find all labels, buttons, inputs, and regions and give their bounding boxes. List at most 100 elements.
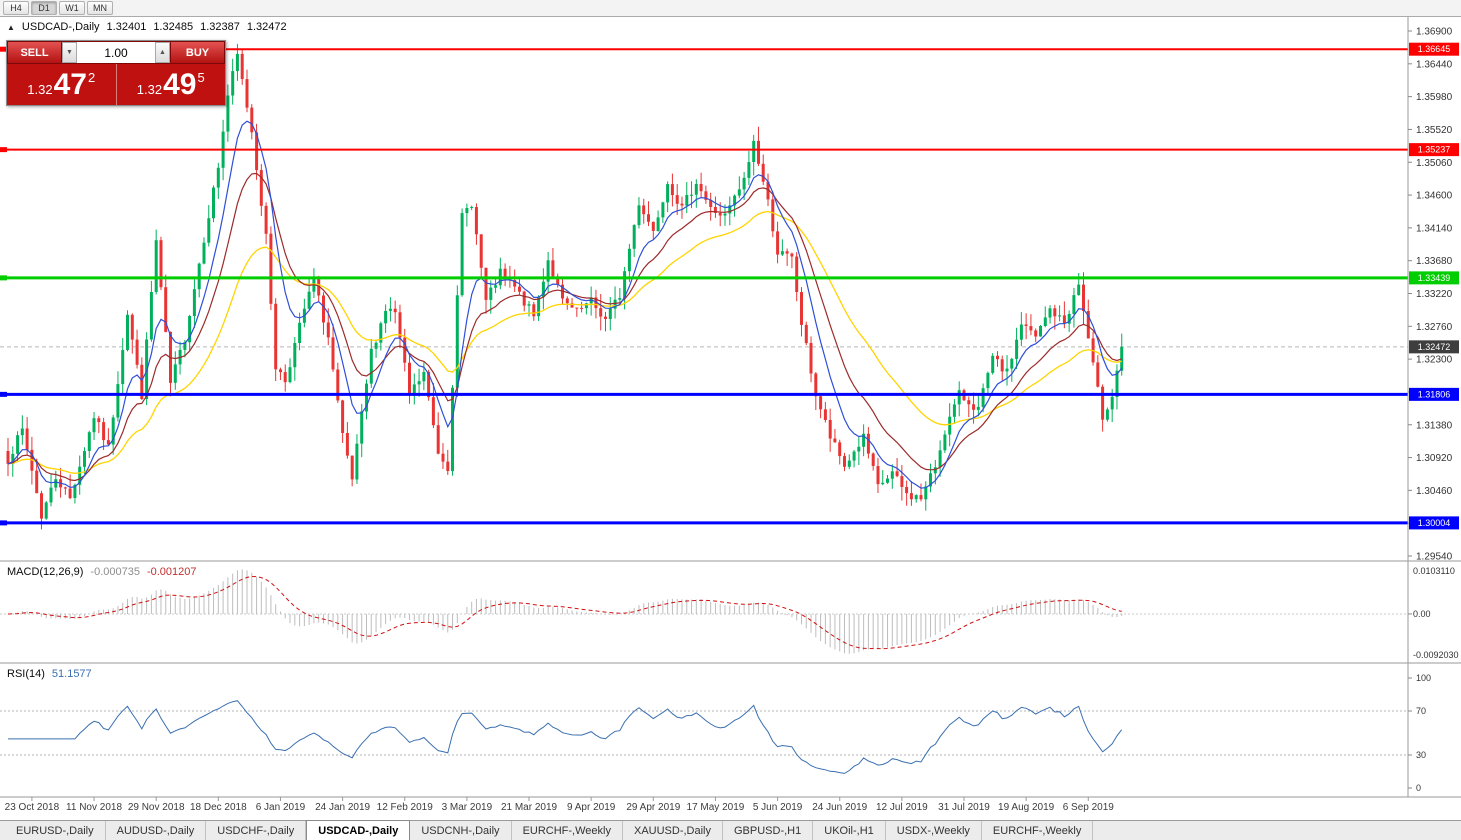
price-tick-label: 1.35980	[1416, 92, 1453, 103]
price-axis-box-label: 1.35237	[1418, 145, 1451, 155]
rsi-label: RSI(14) 51.1577	[7, 668, 92, 680]
sell-price-prefix: 1.32	[27, 81, 53, 97]
ma-mid-line	[7, 172, 1122, 482]
price-tick-label: 1.31380	[1416, 420, 1453, 431]
date-label: 19 Aug 2019	[998, 802, 1055, 813]
price-level-left-tag	[0, 46, 7, 52]
macd-main-value: -0.000735	[90, 566, 140, 578]
price-level-left-tag	[0, 391, 7, 397]
date-label: 9 Apr 2019	[567, 802, 616, 813]
macd-axis-zero-label: 0.00	[1413, 609, 1431, 619]
chart-tab[interactable]: GBPUSD-,H1	[723, 821, 814, 840]
date-label: 29 Nov 2018	[128, 802, 185, 813]
rsi-axis-label: 100	[1416, 673, 1431, 683]
price-tick-label: 1.30920	[1416, 453, 1453, 464]
timeframe-button-w1[interactable]: W1	[59, 1, 85, 15]
chart-tab[interactable]: EURUSD-,Daily	[5, 821, 106, 840]
price-axis-box	[1409, 271, 1459, 285]
sell-button[interactable]: SELL	[7, 41, 62, 64]
timeframe-button-h4[interactable]: H4	[3, 1, 29, 15]
trade-panel-controls: SELL ▼ ▲ BUY	[7, 41, 225, 64]
date-label: 24 Jun 2019	[812, 802, 867, 813]
volume-increase-icon[interactable]: ▲	[155, 42, 170, 63]
chart-tab[interactable]: USDCHF-,Daily	[206, 821, 307, 840]
chart-tabs: EURUSD-,Daily AUDUSD-,Daily USDCHF-,Daily U…	[0, 820, 1461, 840]
date-label: 5 Jun 2019	[753, 802, 803, 813]
ohlc-close: 1.32472	[246, 21, 287, 33]
chart-tab[interactable]: AUDUSD-,Daily	[106, 821, 207, 840]
rsi-name: RSI(14)	[7, 668, 45, 680]
price-level-left-tag	[0, 147, 7, 153]
ma-slow-line	[7, 210, 1122, 474]
ohlc-high: 1.32485	[153, 21, 194, 33]
date-label: 12 Feb 2019	[377, 802, 434, 813]
one-click-trading-panel: SELL ▼ ▲ BUY 1.32 47 2 1.32 49 5	[6, 40, 226, 106]
price-tick-label: 1.30460	[1416, 486, 1453, 497]
ohlc-open: 1.32401	[106, 21, 147, 33]
candlesticks	[6, 43, 1124, 530]
chart-header: ▲ USDCAD-,Daily 1.32401 1.32485 1.32387 …	[7, 21, 287, 33]
price-axis-box-label: 1.36645	[1418, 44, 1451, 54]
chart-tab[interactable]: USDCNH-,Daily	[410, 821, 512, 840]
price-tick-label: 1.36900	[1416, 27, 1453, 38]
macd-signal-line	[7, 575, 1122, 650]
date-label: 31 Jul 2019	[938, 802, 990, 813]
chart-tab[interactable]: XAUUSD-,Daily	[623, 821, 723, 840]
rsi-axis-label: 30	[1416, 750, 1426, 760]
timeframe-button-mn[interactable]: MN	[87, 1, 113, 15]
rsi-line	[8, 700, 1123, 774]
price-axis-box	[1409, 340, 1459, 354]
buy-price-prefix: 1.32	[136, 81, 163, 97]
macd-axis-max-label: 0.0103110	[1413, 566, 1455, 576]
date-label: 12 Jul 2019	[876, 802, 928, 813]
price-level-left-tag	[0, 520, 7, 526]
trade-panel-quotes: 1.32 47 2 1.32 49 5	[7, 64, 225, 105]
price-level-left-tag	[0, 275, 7, 281]
price-tick-label: 1.32300	[1416, 355, 1453, 366]
date-label: 3 Mar 2019	[442, 802, 493, 813]
price-axis-box	[1409, 387, 1459, 401]
chart-tab[interactable]: EURCHF-,Weekly	[512, 821, 623, 840]
timeframe-button-d1[interactable]: D1	[31, 1, 57, 15]
rsi-value: 51.1577	[51, 668, 92, 680]
sell-price-big: 47	[53, 67, 87, 101]
macd-name: MACD(12,26,9)	[7, 566, 84, 578]
date-label: 17 May 2019	[687, 802, 745, 813]
volume-input[interactable]	[77, 42, 155, 63]
rsi-axis-label: 0	[1416, 783, 1421, 793]
date-label: 29 Apr 2019	[626, 802, 680, 813]
price-axis-box-label: 1.31806	[1418, 389, 1451, 399]
price-tick-label: 1.29540	[1416, 552, 1453, 563]
price-axis-box-label: 1.32472	[1418, 342, 1451, 352]
date-label: 11 Nov 2018	[66, 802, 122, 813]
chart-tab[interactable]: USDCAD-,Daily	[306, 820, 411, 840]
chart-tab[interactable]: USDX-,Weekly	[886, 821, 982, 840]
buy-price-pip: 5	[197, 69, 205, 85]
price-tick-label: 1.33680	[1416, 256, 1453, 267]
rsi-axis-label: 70	[1416, 706, 1426, 716]
chart-symbol-label: USDCAD-,Daily	[21, 21, 100, 33]
date-label: 21 Mar 2019	[501, 802, 558, 813]
timeframe-toolbar: H4 D1 W1 MN	[0, 0, 1461, 17]
date-label: 18 Dec 2018	[190, 802, 247, 813]
price-axis-box	[1409, 143, 1459, 157]
buy-button[interactable]: BUY	[170, 41, 225, 64]
volume-decrease-icon[interactable]: ▼	[62, 42, 77, 63]
symbol-collapse-icon[interactable]: ▲	[7, 22, 15, 32]
price-axis-box	[1409, 42, 1459, 56]
price-tick-label: 1.34600	[1416, 191, 1453, 202]
price-tick-label: 1.35520	[1416, 125, 1453, 136]
sell-price-pip: 2	[87, 69, 96, 85]
chart-tab[interactable]: UKOil-,H1	[813, 821, 886, 840]
date-label: 6 Sep 2019	[1063, 802, 1115, 813]
ohlc-low: 1.32387	[200, 21, 240, 33]
buy-price-display[interactable]: 1.32 49 5	[117, 64, 226, 105]
price-axis-box-label: 1.33439	[1418, 273, 1451, 283]
date-label: 23 Oct 2018	[5, 802, 60, 813]
chart-tab[interactable]: EURCHF-,Weekly	[982, 821, 1094, 840]
macd-axis-min-label: -0.0092030	[1413, 650, 1459, 660]
date-label: 24 Jan 2019	[315, 802, 370, 813]
sell-price-display[interactable]: 1.32 47 2	[7, 64, 117, 105]
